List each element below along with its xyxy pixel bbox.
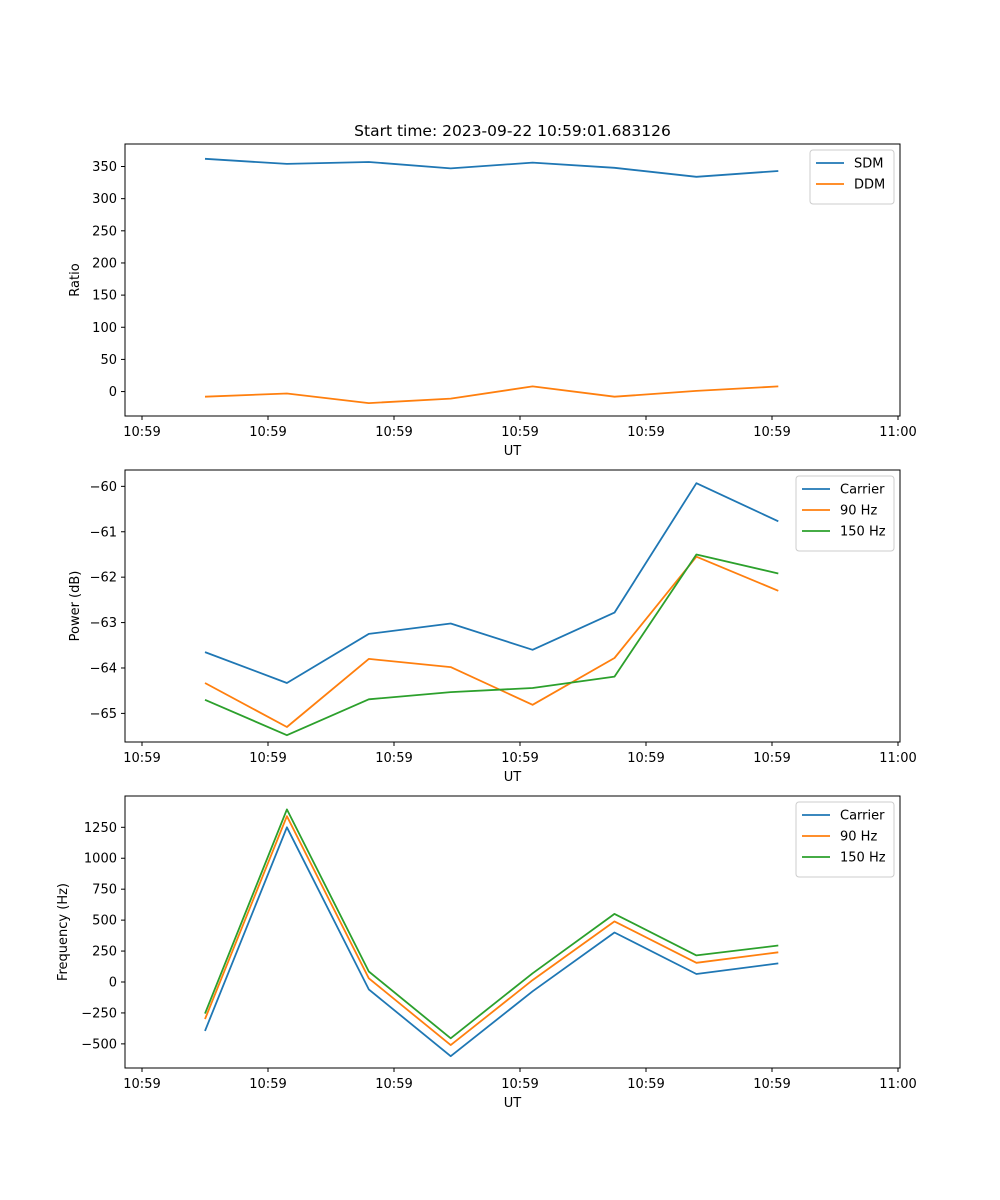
x-axis-label: UT	[504, 1096, 522, 1111]
legend: Carrier 90 Hz 150 Hz	[795, 475, 895, 552]
y-axis-label: Frequency (Hz)	[56, 883, 71, 981]
x-tick-label: 10:59	[627, 1077, 664, 1092]
x-axis-label: UT	[504, 770, 522, 785]
y-tick-label: −500	[81, 1037, 117, 1052]
x-tick-label: 10:59	[249, 1077, 286, 1092]
y-tick-label: 500	[92, 914, 117, 929]
y-tick-label: 1000	[84, 852, 117, 867]
x-axis-label: UT	[504, 444, 522, 459]
y-tick-label: 250	[92, 224, 117, 239]
y-tick-label: 200	[92, 256, 117, 271]
x-tick-label: 10:59	[123, 425, 160, 440]
x-tick-label: 10:59	[375, 751, 412, 766]
legend-box	[795, 475, 895, 552]
legend-entry: Carrier	[840, 809, 885, 824]
x-tick-label: 10:59	[249, 425, 286, 440]
axes-frame	[124, 795, 901, 1069]
series-line-150-hz	[204, 553, 779, 737]
y-tick-label: 250	[92, 945, 117, 960]
series-line-150-hz	[204, 808, 779, 1040]
x-tick-label: 11:00	[879, 751, 916, 766]
series-line-90-hz	[204, 815, 779, 1046]
x-tick-label: 10:59	[501, 425, 538, 440]
legend: SDM DDM	[809, 149, 895, 205]
y-tick-label: −63	[90, 616, 117, 631]
x-tick-label: 10:59	[375, 1077, 412, 1092]
y-tick-label: 1250	[84, 821, 117, 836]
x-tick-label: 10:59	[627, 751, 664, 766]
y-tick-label: 0	[109, 975, 117, 990]
x-tick-label: 10:59	[753, 751, 790, 766]
x-tick-label: 10:59	[753, 425, 790, 440]
y-tick-label: 750	[92, 883, 117, 898]
x-tick-label: 10:59	[627, 425, 664, 440]
y-axis-label: Ratio	[68, 263, 83, 296]
legend: Carrier 90 Hz 150 Hz	[795, 801, 895, 878]
y-tick-label: 300	[92, 192, 117, 207]
x-tick-label: 11:00	[879, 1077, 916, 1092]
x-tick-label: 11:00	[879, 425, 916, 440]
legend-entry: 90 Hz	[840, 830, 877, 845]
legend-entry: SDM	[854, 157, 883, 172]
series-line-ddm	[204, 385, 779, 405]
y-tick-label: 150	[92, 289, 117, 304]
y-tick-label: −65	[90, 707, 117, 722]
y-tick-label: −61	[90, 525, 117, 540]
x-tick-label: 10:59	[753, 1077, 790, 1092]
y-tick-label: −64	[90, 661, 117, 676]
y-tick-label: −250	[81, 1006, 117, 1021]
y-tick-label: 350	[92, 160, 117, 175]
y-axis-label: Power (dB)	[68, 571, 83, 642]
series-line-sdm	[204, 157, 779, 178]
legend-entry: 150 Hz	[840, 851, 886, 866]
legend-entry: 150 Hz	[840, 525, 886, 540]
axes-frame	[124, 143, 901, 417]
y-tick-label: 50	[100, 353, 117, 368]
x-tick-label: 10:59	[123, 751, 160, 766]
axes-frame	[124, 469, 901, 743]
series-line-carrier	[204, 482, 779, 684]
legend-entry: Carrier	[840, 483, 885, 498]
chart-title: Start time: 2023-09-22 10:59:01.683126	[354, 122, 671, 140]
series-line-90-hz	[204, 555, 779, 728]
x-tick-label: 10:59	[501, 751, 538, 766]
x-tick-label: 10:59	[501, 1077, 538, 1092]
chart-1: 0 50 100 150 200 250 300 350 10:59 10:59 10:59 10:5…	[68, 122, 917, 459]
legend-entry: 90 Hz	[840, 504, 877, 519]
y-tick-label: −60	[90, 480, 117, 495]
x-tick-label: 10:59	[249, 751, 286, 766]
chart-3: −500 −250 0 250 500 750 1000 1250 10:59 10:59 10:5…	[56, 795, 917, 1111]
y-tick-label: 100	[92, 321, 117, 336]
x-tick-label: 10:59	[375, 425, 412, 440]
y-tick-label: −62	[90, 571, 117, 586]
legend-entry: DDM	[854, 178, 885, 193]
y-tick-label: 0	[109, 385, 117, 400]
x-tick-label: 10:59	[123, 1077, 160, 1092]
legend-box	[795, 801, 895, 878]
series-line-carrier	[204, 826, 779, 1058]
chart-2: −65 −64 −63 −62 −61 −60 10:59 10:59 10:59 10:59 10…	[68, 469, 917, 785]
